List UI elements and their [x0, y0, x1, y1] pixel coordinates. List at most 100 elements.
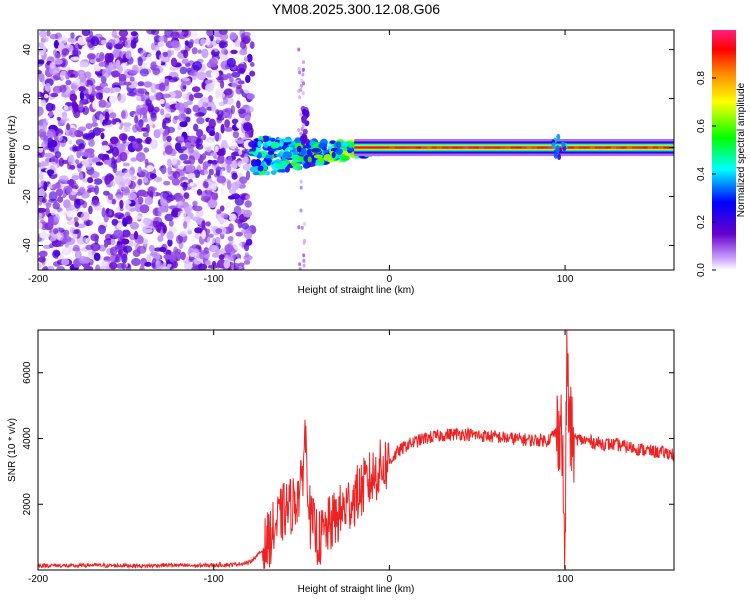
heatmap-cell	[537, 146, 543, 149]
heatmap-cell	[232, 131, 240, 139]
heatmap-cell	[180, 251, 186, 261]
heatmap-cell	[131, 258, 141, 266]
heatmap-cell	[309, 141, 314, 147]
heatmap-cell	[193, 92, 204, 99]
heatmap-cell	[209, 130, 216, 137]
heatmap-cell	[245, 170, 251, 181]
heatmap-cell	[46, 30, 51, 37]
heatmap-cell	[59, 70, 68, 81]
heatmap-cell	[191, 47, 198, 55]
heatmap-cell	[224, 144, 230, 149]
heatmap-cell	[76, 163, 83, 169]
heatmap-cell	[205, 145, 212, 153]
heatmap-cell	[144, 261, 152, 267]
heatmap-cell	[267, 150, 275, 155]
y-tick-label: 40	[22, 44, 33, 56]
colorbar-tick-label: 0.8	[696, 71, 707, 85]
heatmap-cell	[202, 134, 207, 141]
heatmap-cell	[38, 70, 43, 75]
heatmap-cell	[557, 154, 562, 160]
heatmap-cell	[185, 107, 192, 115]
heatmap-cell	[119, 199, 124, 209]
heatmap-cell	[91, 200, 101, 207]
heatmap-cell	[237, 262, 245, 267]
heatmap-cell	[208, 118, 216, 129]
heatmap-cell	[207, 199, 218, 208]
heatmap-cell	[38, 171, 44, 181]
heatmap-cell	[38, 106, 44, 116]
heatmap-cell	[129, 222, 139, 230]
heatmap-cell	[270, 170, 277, 176]
heatmap-cell	[57, 36, 68, 45]
heatmap-cell	[206, 235, 216, 245]
heatmap-cell	[57, 196, 64, 203]
heatmap-cell	[63, 104, 69, 111]
heatmap-cell	[146, 53, 157, 61]
heatmap-cell	[73, 216, 79, 223]
heatmap-cell	[155, 223, 162, 232]
heatmap-cell	[79, 71, 85, 78]
heatmap-cell	[90, 233, 99, 242]
heatmap-cell	[137, 56, 143, 67]
heatmap-cell	[139, 169, 149, 178]
heatmap-cell	[245, 74, 251, 84]
heatmap-cell	[201, 220, 206, 230]
heatmap-xlabel: Height of straight line (km)	[298, 285, 415, 296]
heatmap-cell	[163, 108, 172, 118]
heatmap-cell	[133, 230, 139, 240]
heatmap-cell	[218, 254, 225, 260]
heatmap-cell	[183, 192, 190, 200]
heatmap-cell	[158, 35, 164, 43]
heatmap-cell	[104, 53, 112, 63]
heatmap-cell	[53, 58, 63, 65]
heatmap-cell	[98, 53, 105, 62]
heatmap-cell	[196, 189, 203, 196]
heatmap-cell	[227, 155, 233, 162]
heatmap-cell	[244, 242, 250, 252]
heatmap-cell	[222, 97, 228, 105]
heatmap-cell	[255, 159, 262, 166]
heatmap-cell	[63, 247, 70, 256]
heatmap-cell	[127, 192, 137, 200]
heatmap-cell	[205, 83, 214, 92]
heatmap-cell	[58, 157, 65, 167]
heatmap-cell	[251, 144, 256, 152]
heatmap-cell	[243, 122, 253, 132]
heatmap-cell	[167, 263, 172, 268]
heatmap-cell	[350, 141, 356, 147]
heatmap-cell	[265, 154, 273, 160]
heatmap-cell	[192, 61, 203, 71]
heatmap-cell	[157, 235, 164, 242]
heatmap-cell	[159, 98, 165, 105]
heatmap-cell	[237, 80, 245, 85]
heatmap-cell	[115, 59, 121, 70]
heatmap-cell	[82, 134, 88, 140]
heatmap-cell	[103, 213, 109, 223]
heatmap-cell	[277, 169, 288, 173]
heatmap-cell	[299, 131, 303, 136]
heatmap-cell	[155, 262, 164, 270]
heatmap-cell	[130, 31, 138, 37]
heatmap-cell	[93, 252, 101, 261]
heatmap-cell	[139, 107, 148, 115]
heatmap-cell	[229, 252, 237, 261]
heatmap-cell	[415, 146, 421, 149]
heatmap-cell	[298, 70, 302, 75]
heatmap-cell	[229, 78, 234, 83]
heatmap-cell	[123, 169, 134, 178]
heatmap-cell	[170, 40, 181, 48]
heatmap-cell	[314, 162, 323, 166]
heatmap-cell	[111, 198, 117, 205]
heatmap-cell	[224, 119, 231, 128]
heatmap-cell	[160, 93, 171, 99]
heatmap-cell	[177, 136, 185, 142]
heatmap-cell	[286, 146, 294, 151]
x-tick-label: 100	[557, 274, 574, 285]
heatmap-cell	[181, 30, 189, 38]
heatmap-ylabel: Frequency (Hz)	[7, 116, 18, 185]
heatmap-cell	[150, 83, 157, 93]
heatmap-cell	[38, 124, 45, 131]
heatmap-cell	[307, 156, 312, 163]
heatmap-cell	[303, 222, 306, 226]
